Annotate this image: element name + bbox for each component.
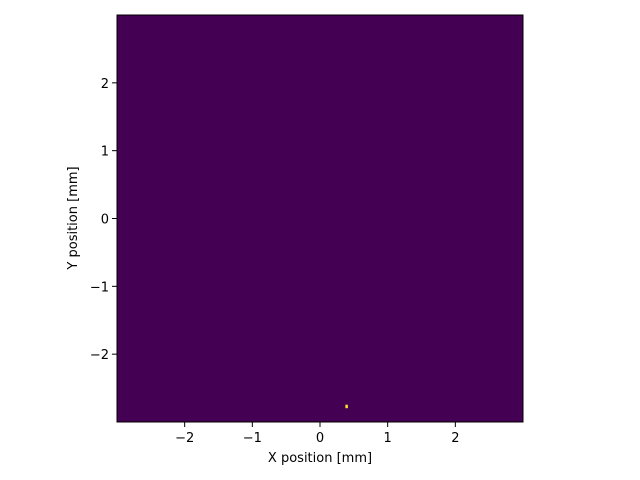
x-axis-label: X position [mm]: [268, 451, 372, 466]
y-axis-label: Y position [mm]: [66, 166, 81, 270]
heatmap-background: [117, 15, 523, 422]
plot-area: [116, 14, 524, 423]
y-tick-label: 1: [101, 145, 109, 160]
y-tick-label: 2: [101, 77, 109, 92]
x-tick-label: −1: [243, 431, 262, 446]
x-tick-label: 2: [451, 431, 459, 446]
x-tick-label: 0: [316, 431, 324, 446]
y-tick-label: −2: [90, 348, 109, 363]
x-tick-label: 1: [384, 431, 392, 446]
x-axis-ticks: −2 −1 0 1 2: [175, 422, 459, 446]
y-axis-ticks: −2 −1 0 1 2: [90, 77, 117, 363]
heatmap-hot-bin-0: [345, 404, 348, 409]
y-tick-label: 0: [101, 213, 109, 228]
y-tick-label: −1: [90, 280, 109, 295]
x-tick-label: −2: [175, 431, 194, 446]
